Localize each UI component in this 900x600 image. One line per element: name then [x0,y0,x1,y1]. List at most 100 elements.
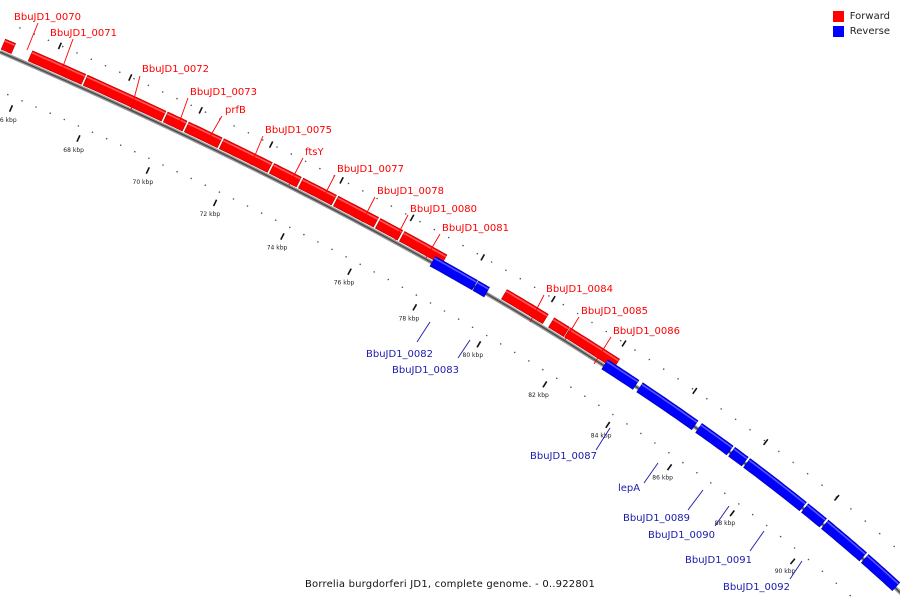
gene-label-BbuJD1_0072: BbuJD1_0072 [142,64,209,75]
backbone-core [0,51,900,594]
scale-dot [562,303,565,306]
gene-label-BbuJD1_0071: BbuJD1_0071 [50,28,117,39]
scale-dot [347,182,350,185]
kbp-tick [605,421,611,429]
scale-dot [612,413,614,416]
gene-leader-BbuJD1_0089 [687,489,704,511]
backbone [0,50,900,596]
gene-label-BbuJD1_0089: BbuJD1_0089 [623,513,690,524]
gene-BbuJD1_0080-highlight [379,219,403,233]
scale-dot [763,439,766,442]
gene-leader-BbuJD1_0071 [61,38,74,70]
scale-dot [793,547,796,549]
gene-BbuJD1_0089 [695,423,734,456]
scale-dot [77,125,80,127]
gene-BbuJD1_0075 [218,138,273,173]
gene-leader-BbuJD1_0083 [457,339,471,359]
scale-dot [821,484,823,487]
legend: Forward Reverse [832,9,890,39]
kbp-tick [212,199,218,207]
scale-dot [49,112,51,114]
scale-dot [598,404,600,407]
scale-dot [147,84,150,87]
gene-leader-BbuJD1_0077 [321,174,336,201]
scale-dot [376,197,378,200]
scale-dot [591,321,593,324]
scale-dot [289,226,291,229]
gene-BbuJD1_0087 [601,359,640,390]
kbp-tick-label: 66 kbp [0,117,17,124]
gene-label-BbuJD1_0077: BbuJD1_0077 [337,164,404,175]
scale-dot [401,286,404,289]
kbp-tick [666,463,673,471]
gene-BbuJD1_0072 [82,74,167,122]
gene-leader-BbuJD1_0086 [593,336,612,365]
kbp-tick-label: 86 kbp [652,475,673,482]
gene-BbuJD1_0092-highlight [806,504,826,521]
gene-label-BbuJD1_0075: BbuJD1_0075 [265,125,332,136]
kbp-tick [8,104,14,113]
scale-dot [218,191,221,193]
scale-tick [128,73,133,82]
scale-dot [542,368,544,371]
scale-dot [462,244,464,247]
scale-dot [63,118,66,121]
gene-ftsY-highlight [273,164,301,180]
scale-dot [576,312,579,315]
scale-dot [682,461,684,464]
kbp-tick [789,558,796,565]
gene-BbuJD1_0082 [429,256,478,291]
gene-label-BbuJD1_0070: BbuJD1_0070 [14,12,81,23]
scale-dot [232,198,235,200]
scale-dot [724,492,726,495]
kbp-tick-label: 70 kbp [133,179,154,186]
scale-dot [162,164,164,166]
gene-BbuJD1_0090-highlight [733,448,748,460]
scale-dot [584,395,586,398]
gene-leader-BbuJD1_0085 [564,316,580,341]
gene-BbuJD1_0087-highlight [606,360,639,383]
gene-leader-BbuJD1_0084 [529,294,545,323]
gene-unlabeled-1 [820,519,868,562]
scale-dot [76,52,78,54]
gene-label-BbuJD1_0073: BbuJD1_0073 [190,87,257,98]
scale-dot [634,349,636,351]
gene-BbuJD1_0078-highlight [337,197,379,220]
scale-dot [90,58,93,61]
scale-dot [148,157,150,160]
scale-dot [21,100,23,102]
scale-dot [648,358,651,361]
scale-dot [570,386,572,389]
gene-BbuJD1_0071-highlight [31,52,86,77]
scale-dot [738,503,740,505]
map-caption: Borrelia burgdorferi JD1, complete genom… [304,579,596,590]
kbp-tick [280,233,285,240]
scale-dot [556,377,558,380]
scale-dot [7,93,9,96]
scale-dot [533,286,536,289]
scale-dot [490,261,493,263]
gene-BbuJD1_0070-highlight [4,40,16,46]
scale-dot [362,190,364,192]
gene-leader-prfB [207,115,223,141]
scale-dot [710,482,712,484]
gene-lepA-highlight [641,383,698,423]
gene-leader-ftsY [288,157,304,186]
legend-reverse-label: Reverse [849,26,890,37]
scale-dot [260,212,263,214]
scale-dot [806,472,809,475]
scale-dot [19,27,21,29]
scale-dot [373,271,376,273]
scale-dot [792,461,794,464]
scale-tick [268,141,274,149]
gene-label-BbuJD1_0090: BbuJD1_0090 [648,530,715,541]
scale-tick [833,494,840,502]
scale-dot [345,255,347,258]
scale-tick [339,176,344,184]
scale-dot [893,545,895,548]
scale-dot [119,144,122,146]
scale-dot [668,451,670,454]
gene-leader-BbuJD1_0092 [789,560,803,580]
gene-BbuJD1_0080 [374,218,404,241]
gene-label-BbuJD1_0083: BbuJD1_0083 [392,365,459,376]
